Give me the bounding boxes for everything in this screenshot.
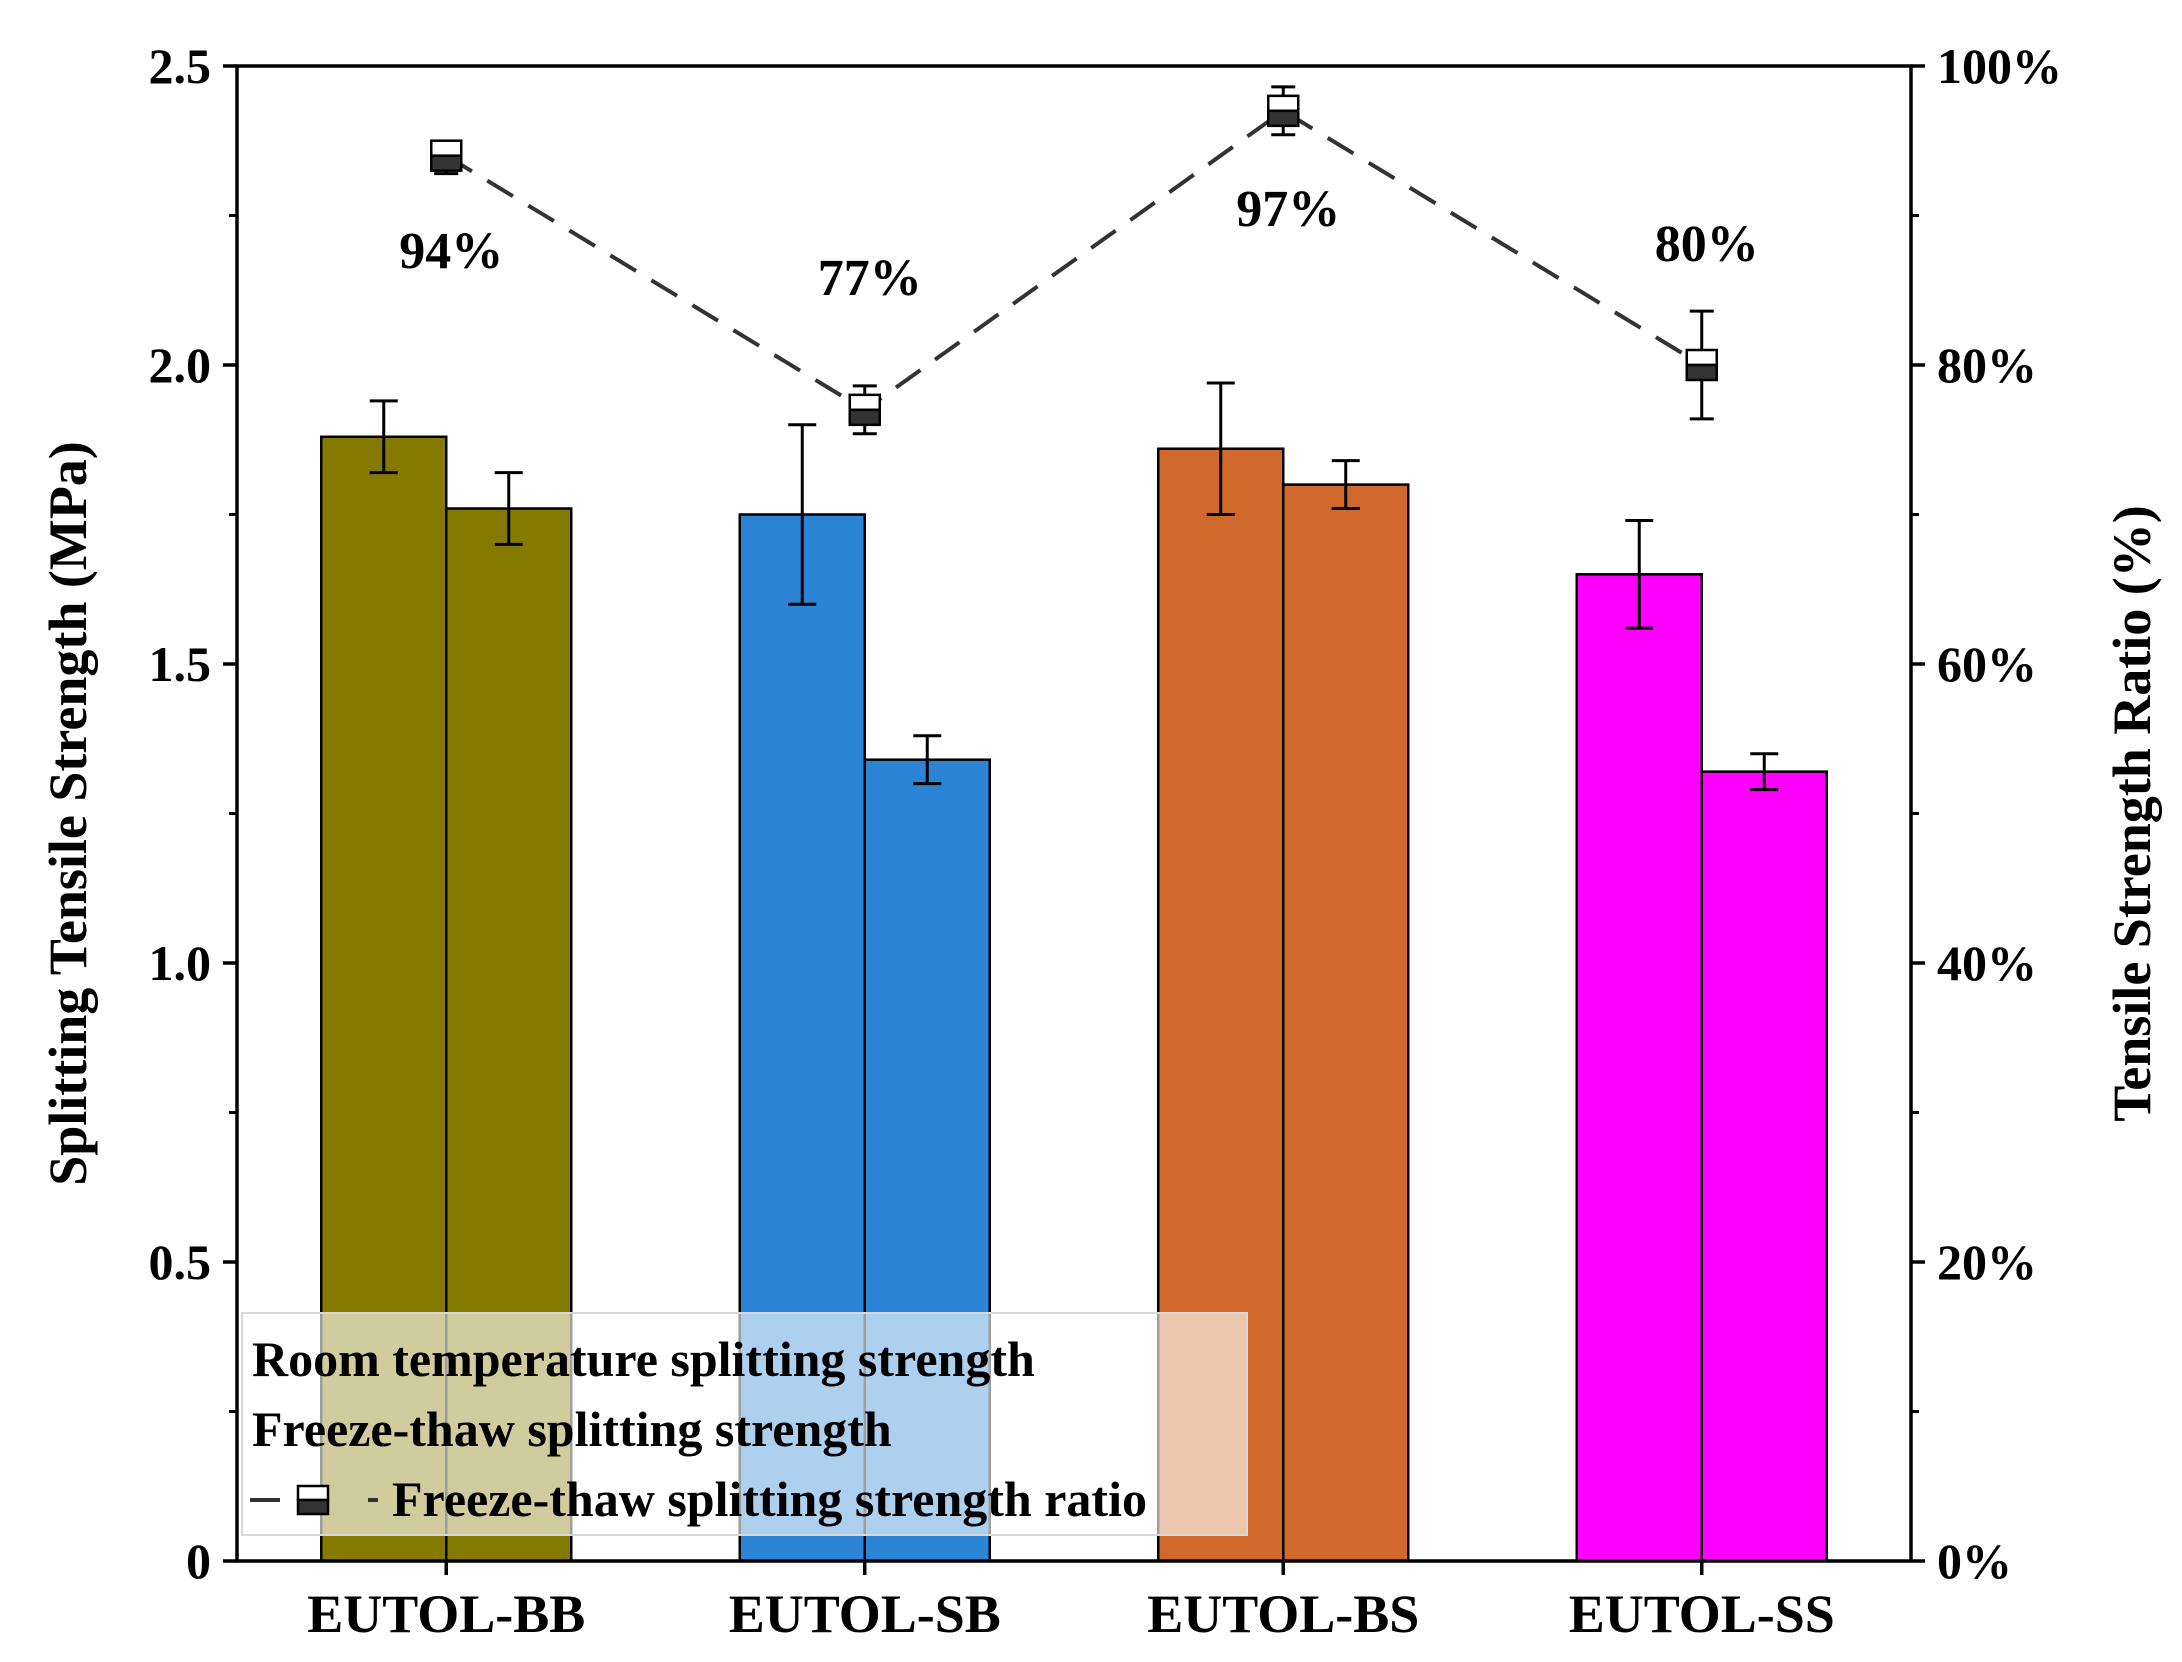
y-left-tick-label: 0.5: [149, 1234, 212, 1290]
bar-eutol-ss-series-2: [1700, 770, 1828, 1563]
x-tick-label-eutol-bs: EUTOL-BS: [1147, 1584, 1419, 1644]
ratio-data-label: 97%: [1236, 181, 1340, 238]
x-tick-label-eutol-ss: EUTOL-SS: [1569, 1584, 1835, 1644]
y-left-tick-label: 2.0: [149, 337, 212, 393]
legend-box: [241, 1312, 1248, 1536]
legend-marker-open: [296, 1484, 330, 1502]
y-axis-left-title: Splitting Tensile Strength (MPa): [38, 441, 98, 1186]
ratio-marker-filled: [1685, 363, 1718, 382]
ratio-marker-open: [1267, 94, 1300, 113]
y-right-tick-label: 0%: [1937, 1533, 2012, 1589]
legend-ratio-marker-icon: [296, 1484, 330, 1516]
ratio-marker-open: [1685, 348, 1718, 367]
ratio-marker-filled: [1267, 109, 1300, 128]
y-left-tick-label: 1.0: [149, 935, 212, 991]
axes: 0 0.5 1.0 1.5 2.0 2.5 0% 20% 40% 60% 80% 100% EUTOL-…: [149, 38, 2063, 1644]
y-left-tick-label: 2.5: [149, 38, 212, 94]
y-axis-right-title: Tensile Strength Ratio (%): [2102, 505, 2162, 1122]
ratio-layer: 94% 77% 97% 80%: [399, 85, 1759, 436]
legend-label-freeze-thaw: Freeze-thaw splitting strength: [252, 1401, 892, 1457]
ratio-marker-filled: [430, 154, 463, 172]
y-right-tick-label: 100%: [1937, 38, 2062, 94]
ratio-data-label: 94%: [399, 223, 503, 280]
y-right-tick-label: 20%: [1937, 1234, 2037, 1290]
ratio-data-label: 77%: [818, 250, 922, 307]
ratio-marker-filled: [848, 408, 881, 427]
bar-eutol-bs-series-2: [1282, 483, 1410, 1563]
legend-label-room-temperature: Room temperature splitting strength: [252, 1331, 1035, 1387]
x-tick-label-eutol-bb: EUTOL-BB: [307, 1584, 585, 1644]
legend-marker-filled: [296, 1498, 330, 1516]
legend: Room temperature splitting strength Free…: [241, 1312, 1248, 1536]
bar-eutol-ss-series-1: [1575, 573, 1703, 1563]
x-tick-label-eutol-sb: EUTOL-SB: [729, 1584, 1001, 1644]
ratio-line: [445, 108, 1703, 413]
y-left-tick-label: 0: [186, 1533, 211, 1589]
y-left-tick-label: 1.5: [149, 636, 212, 692]
y-right-tick-label: 40%: [1937, 935, 2037, 991]
y-right-tick-label: 80%: [1937, 337, 2037, 393]
ratio-marker-open: [430, 139, 463, 157]
y-right-tick-label: 60%: [1937, 636, 2037, 692]
ratio-data-label: 80%: [1655, 216, 1759, 273]
legend-label-ratio: Freeze-thaw splitting strength ratio: [392, 1471, 1147, 1527]
ratio-marker-open: [848, 393, 881, 412]
